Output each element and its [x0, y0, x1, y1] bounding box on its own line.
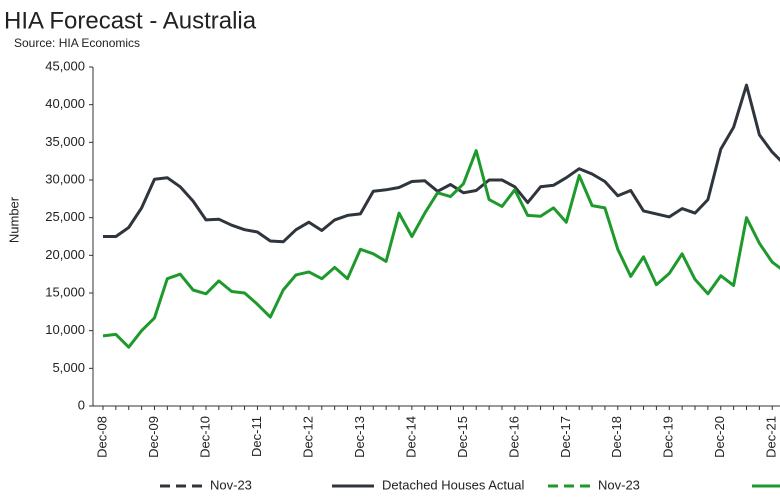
y-tick-label: 20,000: [45, 247, 85, 262]
legend-label: Nov-23: [210, 477, 252, 492]
x-tick-label: Dec-13: [352, 416, 367, 458]
y-tick-label: 10,000: [45, 322, 85, 337]
x-tick-label: Dec-18: [609, 416, 624, 458]
x-tick-label: Dec-21: [764, 416, 779, 458]
y-tick-label: 30,000: [45, 171, 85, 186]
x-tick-label: Dec-19: [661, 416, 676, 458]
series-line: [102, 149, 780, 349]
x-tick-label: Dec-09: [146, 416, 161, 458]
x-tick-label: Dec-20: [712, 416, 727, 458]
x-tick-label: Dec-14: [403, 416, 418, 458]
series-line: [103, 83, 780, 244]
x-tick-label: Dec-11: [249, 416, 264, 457]
legend-label: Nov-23: [598, 477, 640, 492]
y-tick-label: 5,000: [52, 360, 85, 375]
chart-subtitle: Source: HIA Economics: [14, 36, 140, 50]
y-tick-label: 0: [78, 397, 85, 412]
chart-title: HIA Forecast - Australia: [4, 7, 257, 34]
x-tick-label: Dec-15: [455, 416, 470, 458]
x-tick-label: Dec-17: [558, 416, 573, 458]
y-tick-label: 25,000: [45, 209, 85, 224]
x-tick-label: Dec-16: [506, 416, 521, 458]
x-tick-label: Dec-08: [94, 416, 109, 458]
y-tick-label: 45,000: [45, 58, 85, 73]
legend-label: Detached Houses Actual: [382, 477, 524, 492]
x-tick-label: Dec-10: [197, 416, 212, 458]
y-tick-label: 40,000: [45, 96, 85, 111]
x-tick-label: Dec-12: [300, 416, 315, 458]
y-tick-label: 15,000: [45, 284, 85, 299]
y-tick-label: 35,000: [45, 134, 85, 149]
y-axis-title: Number: [6, 196, 21, 243]
